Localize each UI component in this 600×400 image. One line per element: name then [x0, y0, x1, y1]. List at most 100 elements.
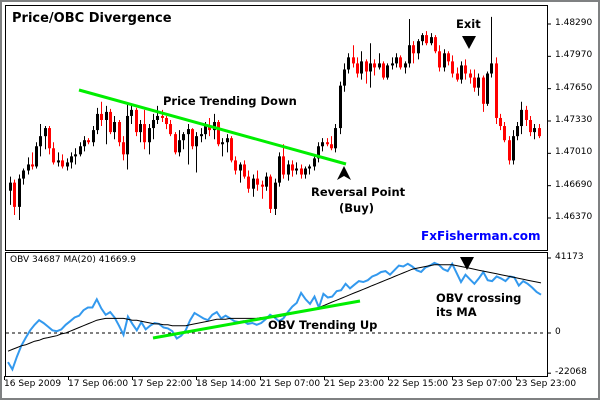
- candle-body: [66, 162, 69, 167]
- candle-body: [44, 128, 47, 137]
- candle-body: [425, 35, 428, 44]
- candle-body: [469, 73, 472, 78]
- price-tick-label: 1.47330: [555, 115, 593, 125]
- obv-tick-label: 0: [555, 327, 561, 337]
- candle-body: [100, 113, 103, 120]
- candle-body: [313, 158, 316, 167]
- annotation-its-ma: its MA: [436, 305, 477, 319]
- candle-body: [417, 41, 420, 54]
- candle-body: [52, 148, 55, 163]
- candle-body: [139, 124, 142, 133]
- candle-body: [174, 134, 177, 153]
- candle-body: [404, 63, 407, 68]
- candle-body: [70, 156, 73, 163]
- candle-body: [126, 115, 129, 155]
- candle-body: [477, 77, 480, 88]
- price-tick-label: 1.47010: [555, 147, 593, 158]
- price-tick-label: 1.46370: [555, 212, 593, 222]
- down-arrow-icon: [460, 257, 474, 270]
- candle-body: [182, 134, 185, 141]
- candle-body: [152, 119, 155, 129]
- candle-body: [412, 45, 415, 54]
- candle-body: [512, 136, 515, 161]
- candle-body: [165, 117, 168, 125]
- candle-body: [347, 57, 350, 70]
- candle-body: [395, 57, 398, 64]
- candle-body: [105, 111, 108, 120]
- price-panel[interactable]: [5, 5, 548, 251]
- candle-body: [109, 111, 112, 133]
- candle-body: [343, 69, 346, 86]
- price-tick-label: 1.48290: [555, 18, 593, 28]
- candle-body: [321, 142, 324, 147]
- down-arrow-icon: [462, 36, 476, 49]
- candle-body: [365, 61, 368, 72]
- candle-body: [31, 164, 34, 167]
- candle-body: [317, 146, 320, 159]
- candle-body: [156, 115, 159, 120]
- time-tick-label: 21 Sep 23:00: [324, 379, 385, 389]
- time-tick-label: 17 Sep 22:00: [132, 379, 193, 389]
- candle-body: [39, 136, 42, 147]
- candle-body: [291, 164, 294, 171]
- candle-body: [265, 176, 268, 187]
- candle-body: [57, 160, 60, 163]
- candle-body: [451, 61, 454, 74]
- candle-body: [460, 65, 463, 80]
- candle-body: [113, 122, 116, 133]
- time-tick-label: 21 Sep 07:00: [260, 379, 321, 389]
- candle-body: [499, 117, 502, 127]
- obv-trendline: [152, 299, 361, 340]
- candle-body: [18, 178, 21, 207]
- time-tick-label: 17 Sep 06:00: [68, 379, 129, 389]
- candle-body: [430, 37, 433, 44]
- candle-body: [282, 156, 285, 175]
- candle-body: [256, 178, 259, 185]
- candle-body: [79, 146, 82, 155]
- candle-body: [438, 51, 441, 68]
- price-tick-label: 1.46690: [555, 179, 593, 190]
- candle-body: [373, 63, 376, 68]
- candle-body: [135, 109, 138, 133]
- time-tick-label: 23 Sep 07:00: [452, 379, 513, 389]
- chart-title: Price/OBC Divergence: [12, 11, 172, 26]
- candle-body: [217, 122, 220, 145]
- annotation-buy: (Buy): [339, 201, 374, 215]
- candle-body: [308, 166, 311, 169]
- candle-body: [187, 129, 190, 135]
- candle-body: [533, 128, 536, 133]
- candle-body: [386, 65, 389, 78]
- candle-body: [9, 182, 12, 191]
- candle-body: [473, 77, 476, 88]
- candle-body: [516, 126, 519, 137]
- price-tick-label: 1.47970: [555, 50, 593, 61]
- candle-body: [221, 142, 224, 145]
- candle-body: [269, 176, 272, 209]
- candle-body: [274, 182, 277, 209]
- obv-indicator-header: OBV 34687 MA(20) 41669.9: [10, 255, 136, 265]
- candle-body: [143, 124, 146, 143]
- candle-body: [61, 160, 64, 167]
- candle-body: [96, 113, 99, 131]
- candle-body: [369, 63, 372, 72]
- candle-body: [122, 142, 125, 155]
- candle-body: [161, 115, 164, 118]
- candle-body: [118, 122, 121, 143]
- candle-body: [399, 57, 402, 68]
- candle-body: [482, 77, 485, 104]
- candle-body: [22, 170, 25, 179]
- candle-body: [261, 184, 264, 187]
- candle-body: [191, 129, 194, 147]
- candle-body: [239, 164, 242, 171]
- candle-body: [27, 164, 30, 171]
- candle-body: [330, 144, 333, 149]
- time-tick-label: 23 Sep 23:00: [516, 379, 577, 389]
- candle-body: [252, 178, 255, 189]
- time-tick-label: 18 Sep 14:00: [196, 379, 257, 389]
- candle-body: [360, 61, 363, 74]
- candle-body: [178, 140, 181, 153]
- candle-body: [391, 63, 394, 66]
- candle-body: [490, 63, 493, 74]
- candle-body: [443, 53, 446, 68]
- candle-body: [92, 130, 95, 143]
